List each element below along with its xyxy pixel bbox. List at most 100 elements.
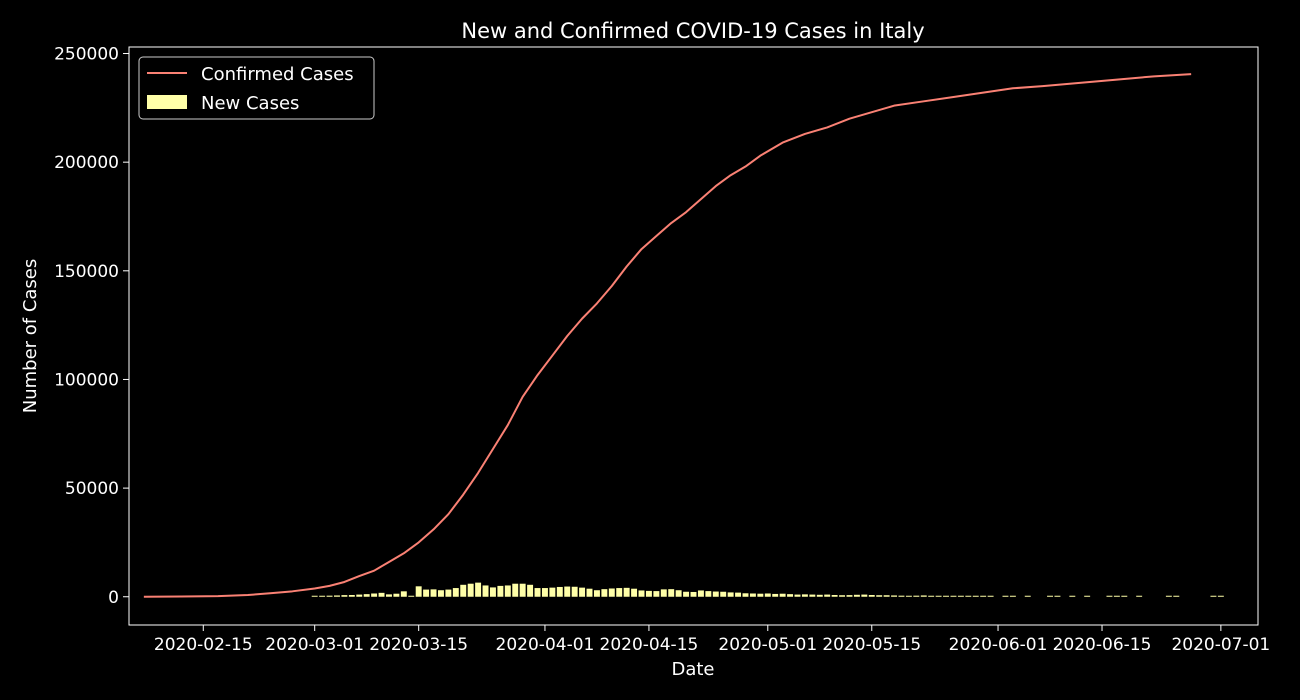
new-cases-bar [764,593,771,597]
new-cases-bar [400,591,407,597]
new-cases-bar [1024,595,1031,597]
new-cases-bar [720,591,727,597]
new-cases-bar [853,594,860,597]
new-cases-bar [950,595,957,597]
new-cases-bar [638,590,645,597]
new-cases-bar [891,595,898,597]
new-cases-bar [549,587,556,597]
new-cases-bar [668,589,675,597]
y-tick-label: 50000 [65,479,119,499]
new-cases-bar [408,595,415,597]
new-cases-bar [475,582,482,597]
new-cases-bar [430,589,437,597]
new-cases-bar [341,595,348,597]
new-cases-bar [467,583,474,597]
new-cases-bar [601,589,608,597]
new-cases-bar [311,595,318,597]
new-cases-bar [489,587,496,597]
new-cases-bar [809,594,816,597]
new-cases-bar [371,593,378,597]
new-cases-bar [564,586,571,597]
new-cases-bar [616,588,623,597]
new-cases-bar [1069,595,1076,597]
new-cases-bar [1002,595,1009,597]
x-tick-label: 2020-04-15 [600,635,699,655]
new-cases-bar [579,587,586,597]
new-cases-bar [356,594,363,597]
new-cases-bar [727,592,734,597]
y-tick-label: 100000 [54,370,119,390]
new-cases-bar [690,591,697,597]
new-cases-bar [645,590,652,597]
new-cases-bar [913,595,920,597]
new-cases-bar [1173,595,1180,597]
new-cases-bar [898,595,905,597]
new-cases-bar [749,593,756,597]
new-cases-bar [861,594,868,597]
new-cases-bar [334,595,340,597]
new-cases-bar [943,595,950,597]
new-cases-bar [1054,595,1061,597]
x-tick-label: 2020-06-15 [1053,635,1152,655]
new-cases-bar [846,595,853,597]
legend-box [138,56,375,120]
new-cases-bar [1210,595,1217,597]
new-cases-bar [1113,595,1120,597]
new-cases-bar [876,595,883,597]
new-cases-bar [905,595,912,597]
new-cases-bar [920,595,927,597]
confirmed-cases-line [143,73,1192,598]
chart-title: New and Confirmed COVID-19 Cases in Ital… [461,19,924,43]
new-cases-bar [460,584,467,597]
new-cases-bar [735,592,742,597]
new-cases-bar [319,595,326,597]
new-cases-bars [311,582,1224,597]
x-tick-label: 2020-06-01 [949,635,1048,655]
new-cases-bar [972,595,979,597]
new-cases-bar [512,583,519,597]
x-axis: 2020-02-15 2020-03-01 2020-03-15 2020-04-01… [154,625,1270,655]
new-cases-bar [541,588,548,597]
new-cases-bar [1047,595,1053,597]
new-cases-bar [712,591,719,597]
new-cases-bar [527,584,534,597]
new-cases-bar [868,595,875,597]
new-cases-bar [348,595,355,597]
new-cases-bar [556,586,563,597]
new-cases-bar [839,595,846,597]
x-tick-label: 2020-05-15 [822,635,921,655]
new-cases-bar [497,585,504,597]
x-tick-label: 2020-07-01 [1171,635,1270,655]
new-cases-bar [705,591,712,597]
x-tick-label: 2020-03-01 [265,635,364,655]
new-cases-bar [653,591,660,597]
new-cases-bar [928,595,935,597]
new-cases-bar [393,593,400,597]
new-cases-bar [883,595,890,597]
new-cases-bar [965,595,972,597]
new-cases-bar [772,593,779,597]
new-cases-bar [1217,595,1224,597]
new-cases-bar [801,594,808,597]
new-cases-bar [683,591,690,597]
new-cases-bar [1084,595,1091,597]
confirmed-cases-line-group [143,73,1192,598]
new-cases-bar [534,588,541,597]
new-cases-bar [831,595,838,597]
x-tick-label: 2020-03-15 [369,635,468,655]
x-tick-label: 2020-05-01 [718,635,817,655]
y-tick-label: 200000 [54,153,119,173]
y-tick-label: 150000 [54,262,119,282]
new-cases-bar [386,594,392,597]
new-cases-bar [787,594,794,597]
plot-frame [128,46,1259,626]
new-cases-bar [1165,595,1172,597]
new-cases-bar [504,585,511,597]
new-cases-bar [452,588,459,597]
x-axis-title: Date [671,659,714,680]
new-cases-bar [586,588,593,597]
new-cases-bar [623,587,630,597]
legend-label-new-cases: New Cases [201,93,299,114]
new-cases-bar [445,589,452,597]
